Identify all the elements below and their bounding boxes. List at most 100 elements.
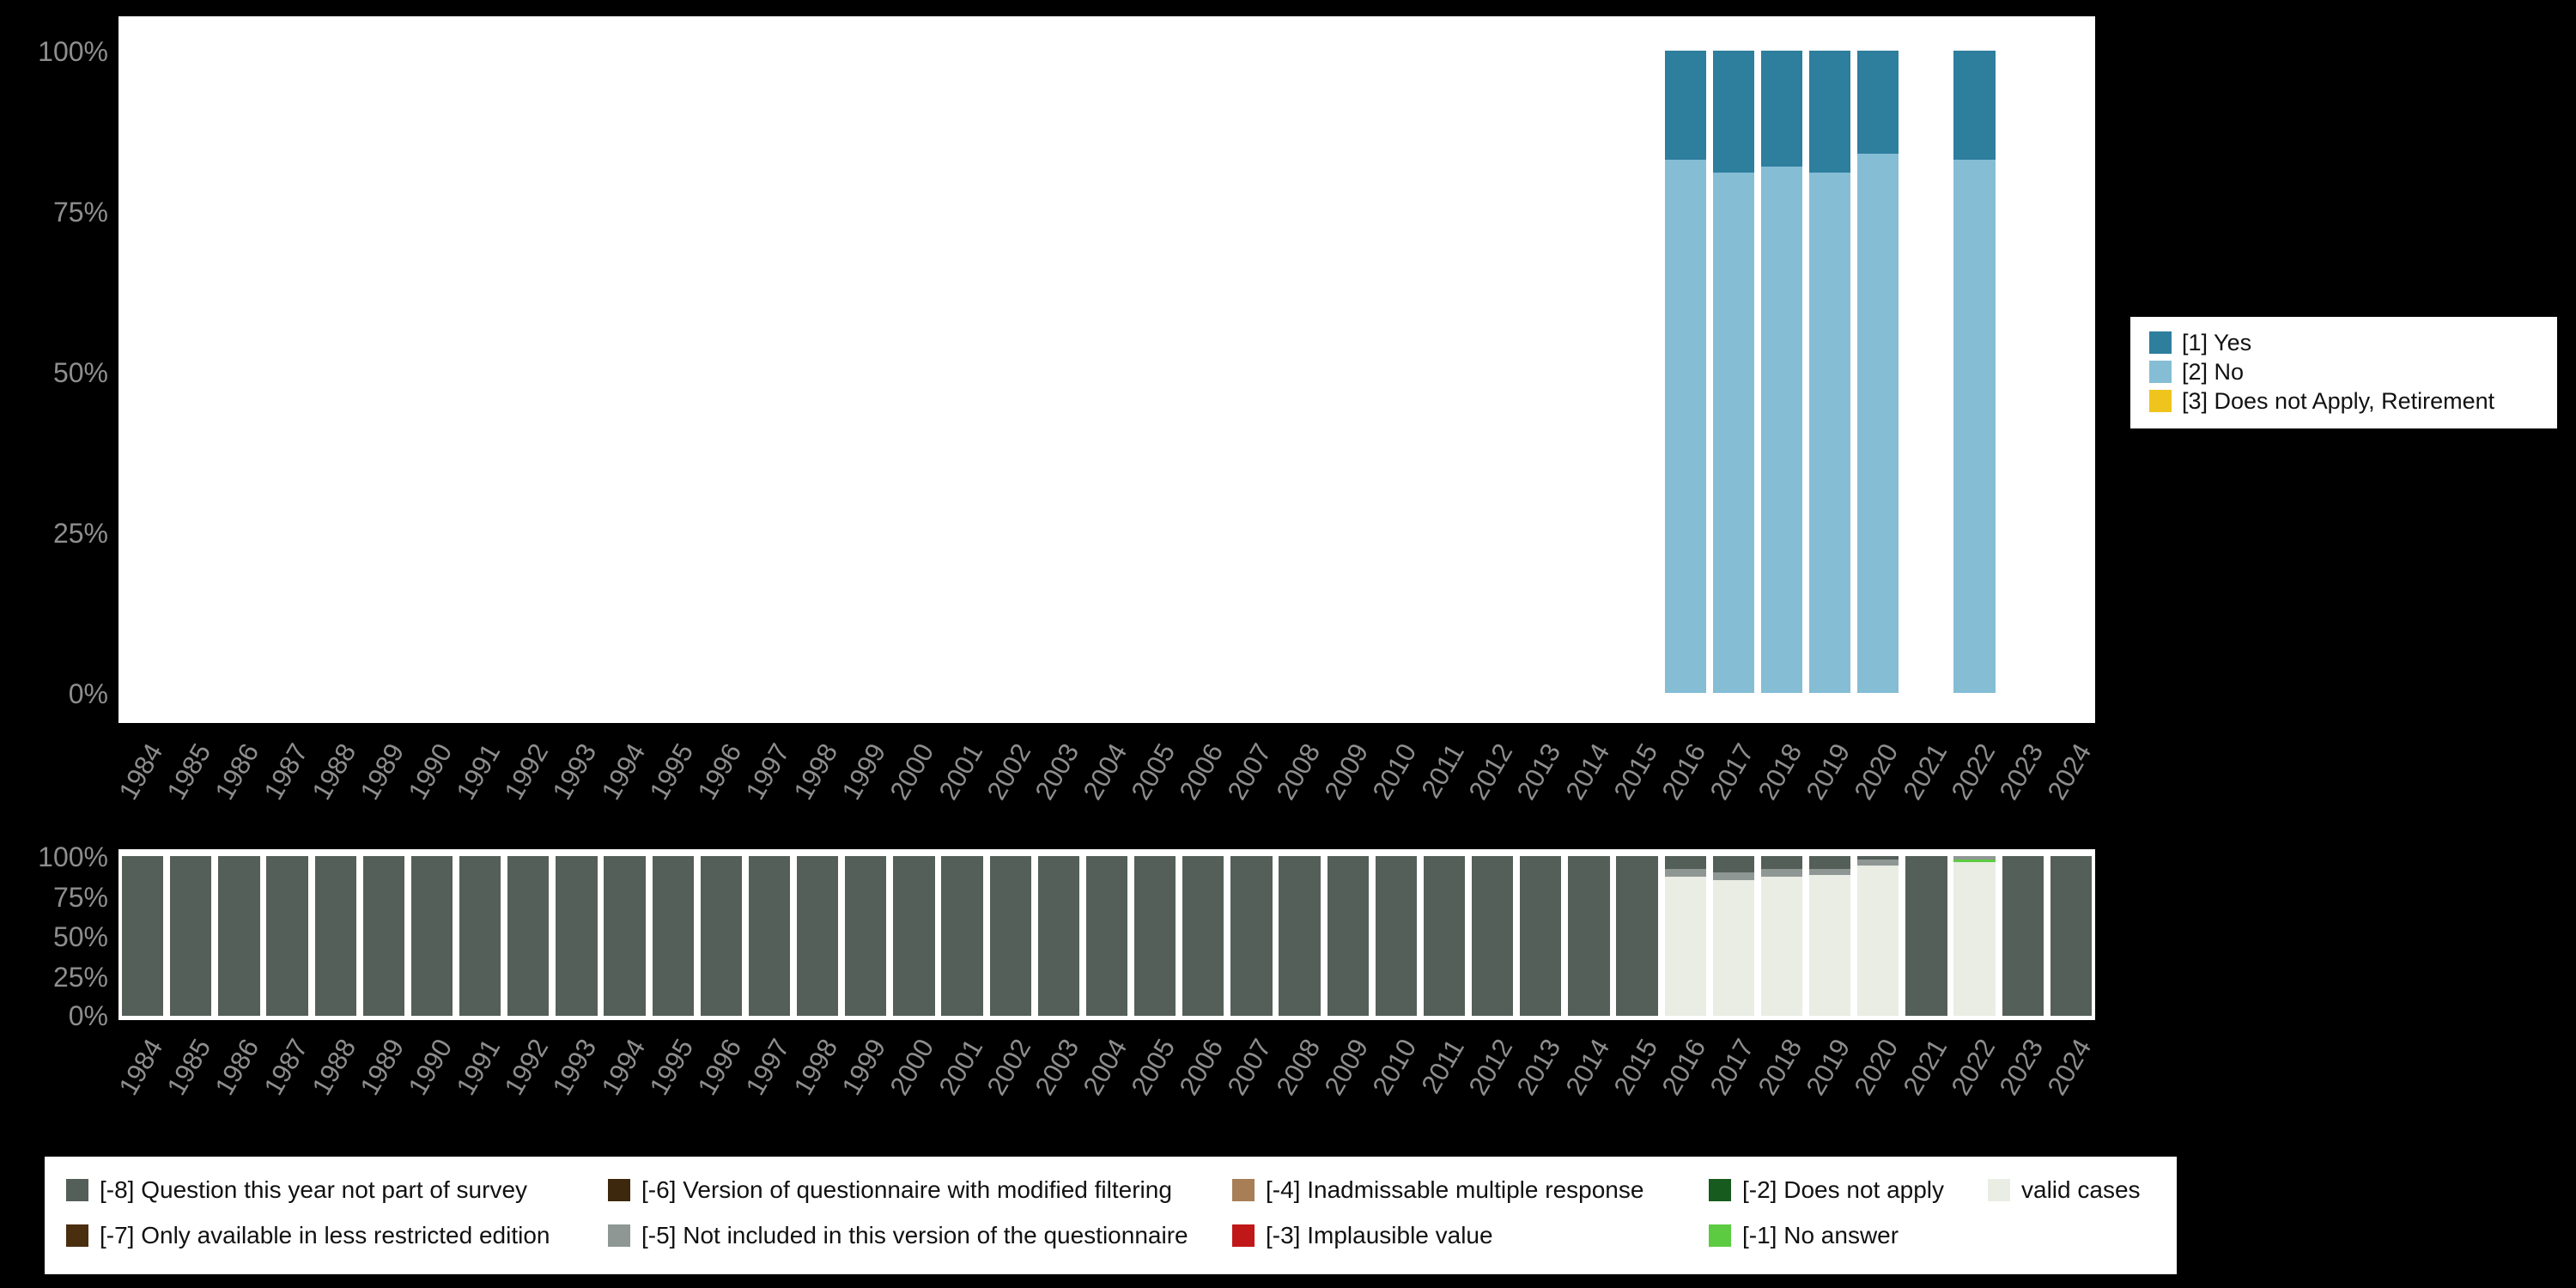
x-tick-label: 2017 (1704, 1034, 1760, 1101)
legend-label: [-7] Only available in less restricted e… (100, 1221, 550, 1249)
missings-x-axis: 1984 1985 1986 1987 1988 1989 1990 1991 1992 1993… (113, 1027, 2098, 1160)
y-tick-label: 50% (52, 357, 108, 388)
bar-segment-2020 (1857, 866, 1899, 1016)
legend-label: [-3] Implausible value (1266, 1221, 1493, 1249)
x-tick-label: 1986 (209, 1034, 265, 1101)
x-tick-label: 1993 (546, 738, 603, 805)
x-tick-label: 2024 (2041, 1034, 2098, 1101)
swatch-minus6 (608, 1178, 630, 1201)
y-tick-label: 50% (52, 921, 108, 952)
swatch-yes (2149, 331, 2172, 354)
x-tick-label: 2014 (1558, 738, 1615, 805)
bar-segment-2019 (1809, 856, 1851, 869)
bar-segment-2020 (1857, 859, 1899, 866)
legend-item-minus4: [-4] Inadmissable multiple response (1232, 1176, 1709, 1204)
legend-item-minus6: [-6] Version of questionnaire with modif… (608, 1176, 1232, 1204)
frequencies-legend: [1] Yes [2] No [3] Does not Apply, Retir… (2130, 317, 2557, 428)
bar-segment-2020 (1857, 51, 1899, 154)
x-tick-label: 1997 (739, 1034, 796, 1101)
x-tick-label: 2010 (1366, 738, 1423, 805)
bar-segment-2022 (1953, 51, 1996, 161)
bar-segment-2004 (1085, 856, 1128, 1016)
swatch-minus3 (1232, 1224, 1255, 1247)
legend-label: [-8] Question this year not part of surv… (100, 1176, 528, 1203)
x-tick-label: 1996 (691, 1034, 748, 1101)
bar-segment-2019 (1809, 173, 1851, 693)
x-tick-label: 2003 (1029, 738, 1085, 805)
bar-segment-2018 (1760, 856, 1803, 869)
x-tick-label: 1987 (258, 738, 313, 805)
x-tick-label: 1988 (306, 1034, 361, 1101)
x-tick-label: 1994 (595, 1034, 651, 1101)
bar-segment-2005 (1133, 856, 1176, 1016)
x-tick-label: 1991 (450, 738, 507, 805)
bar-segment-2022 (1953, 160, 1996, 693)
bar-segment-1984 (121, 856, 164, 1016)
swatch-minus8 (66, 1178, 88, 1201)
missings-bars-area (118, 856, 2095, 1016)
y-tick-label: 75% (52, 197, 108, 228)
legend-item-does-not-apply: [3] Does not Apply, Retirement (2149, 386, 2557, 416)
bar-segment-2016 (1664, 877, 1706, 1016)
bar-segment-2003 (1037, 856, 1079, 1016)
x-tick-label: 1992 (498, 1034, 555, 1101)
x-tick-label: 2017 (1704, 738, 1760, 805)
bar-segment-2010 (1375, 856, 1417, 1016)
bar-segment-2021 (1905, 856, 1947, 1016)
y-tick-label: 0% (68, 678, 108, 709)
x-tick-label: 2008 (1270, 738, 1326, 805)
bar-segment-2020 (1857, 153, 1899, 693)
x-tick-label: 1990 (402, 1034, 459, 1101)
bar-segment-2006 (1182, 856, 1224, 1016)
bar-segment-2022 (1953, 862, 1996, 1016)
swatch-does-not-apply (2149, 390, 2172, 412)
x-tick-label: 2020 (1848, 738, 1905, 805)
legend-label: [3] Does not Apply, Retirement (2182, 387, 2495, 414)
x-tick-label: 1989 (354, 738, 410, 805)
swatch-minus4 (1232, 1178, 1255, 1201)
legend-item-yes: [1] Yes (2149, 328, 2557, 357)
bar-segment-2023 (2002, 856, 2044, 1016)
x-tick-label: 2000 (884, 1034, 940, 1101)
x-tick-label: 2007 (1221, 738, 1278, 805)
bar-segment-2017 (1712, 879, 1755, 1016)
x-tick-label: 1994 (595, 738, 651, 805)
legend-label: [-5] Not included in this version of the… (641, 1221, 1188, 1249)
x-tick-label: 1984 (112, 738, 169, 805)
x-tick-label: 1998 (787, 1034, 844, 1101)
bar-segment-2017 (1712, 856, 1755, 872)
bar-segment-2012 (1472, 856, 1514, 1016)
bar-segment-1993 (556, 856, 598, 1016)
x-tick-label: 2016 (1656, 738, 1712, 805)
x-tick-label: 2002 (981, 738, 1037, 805)
bar-segment-2015 (1616, 856, 1658, 1016)
x-tick-label: 2020 (1848, 1034, 1905, 1101)
bar-segment-2019 (1809, 875, 1851, 1016)
bar-segment-2014 (1568, 856, 1610, 1016)
legend-item-minus7: [-7] Only available in less restricted e… (66, 1222, 608, 1249)
bar-segment-1998 (796, 856, 839, 1016)
bar-segment-2016 (1664, 160, 1706, 693)
legend-item-valid-cases: valid cases (1988, 1176, 2177, 1204)
x-tick-label: 2006 (1173, 738, 1230, 805)
x-tick-label: 2016 (1656, 1034, 1712, 1101)
x-tick-label: 1991 (450, 1034, 507, 1101)
x-tick-label: 1999 (835, 738, 892, 805)
bar-segment-2022 (1953, 859, 1996, 863)
y-tick-label: 100% (38, 841, 108, 872)
bar-segment-2002 (989, 856, 1031, 1016)
bar-segment-1989 (362, 856, 404, 1016)
bar-segment-1990 (410, 856, 453, 1016)
legend-label: [-2] Does not apply (1742, 1176, 1945, 1203)
x-tick-label: 2006 (1173, 1034, 1230, 1101)
x-tick-label: 2018 (1752, 738, 1808, 805)
legend-label: [-4] Inadmissable multiple response (1266, 1176, 1644, 1203)
x-tick-label: 2021 (1897, 1034, 1953, 1101)
bar-segment-2008 (1279, 856, 1321, 1016)
bar-segment-2019 (1809, 51, 1851, 173)
bar-segment-2016 (1664, 51, 1706, 161)
legend-label: valid cases (2021, 1176, 2141, 1203)
x-tick-label: 1989 (354, 1034, 410, 1101)
bar-segment-2017 (1712, 51, 1755, 173)
bar-segment-2001 (941, 856, 983, 1016)
